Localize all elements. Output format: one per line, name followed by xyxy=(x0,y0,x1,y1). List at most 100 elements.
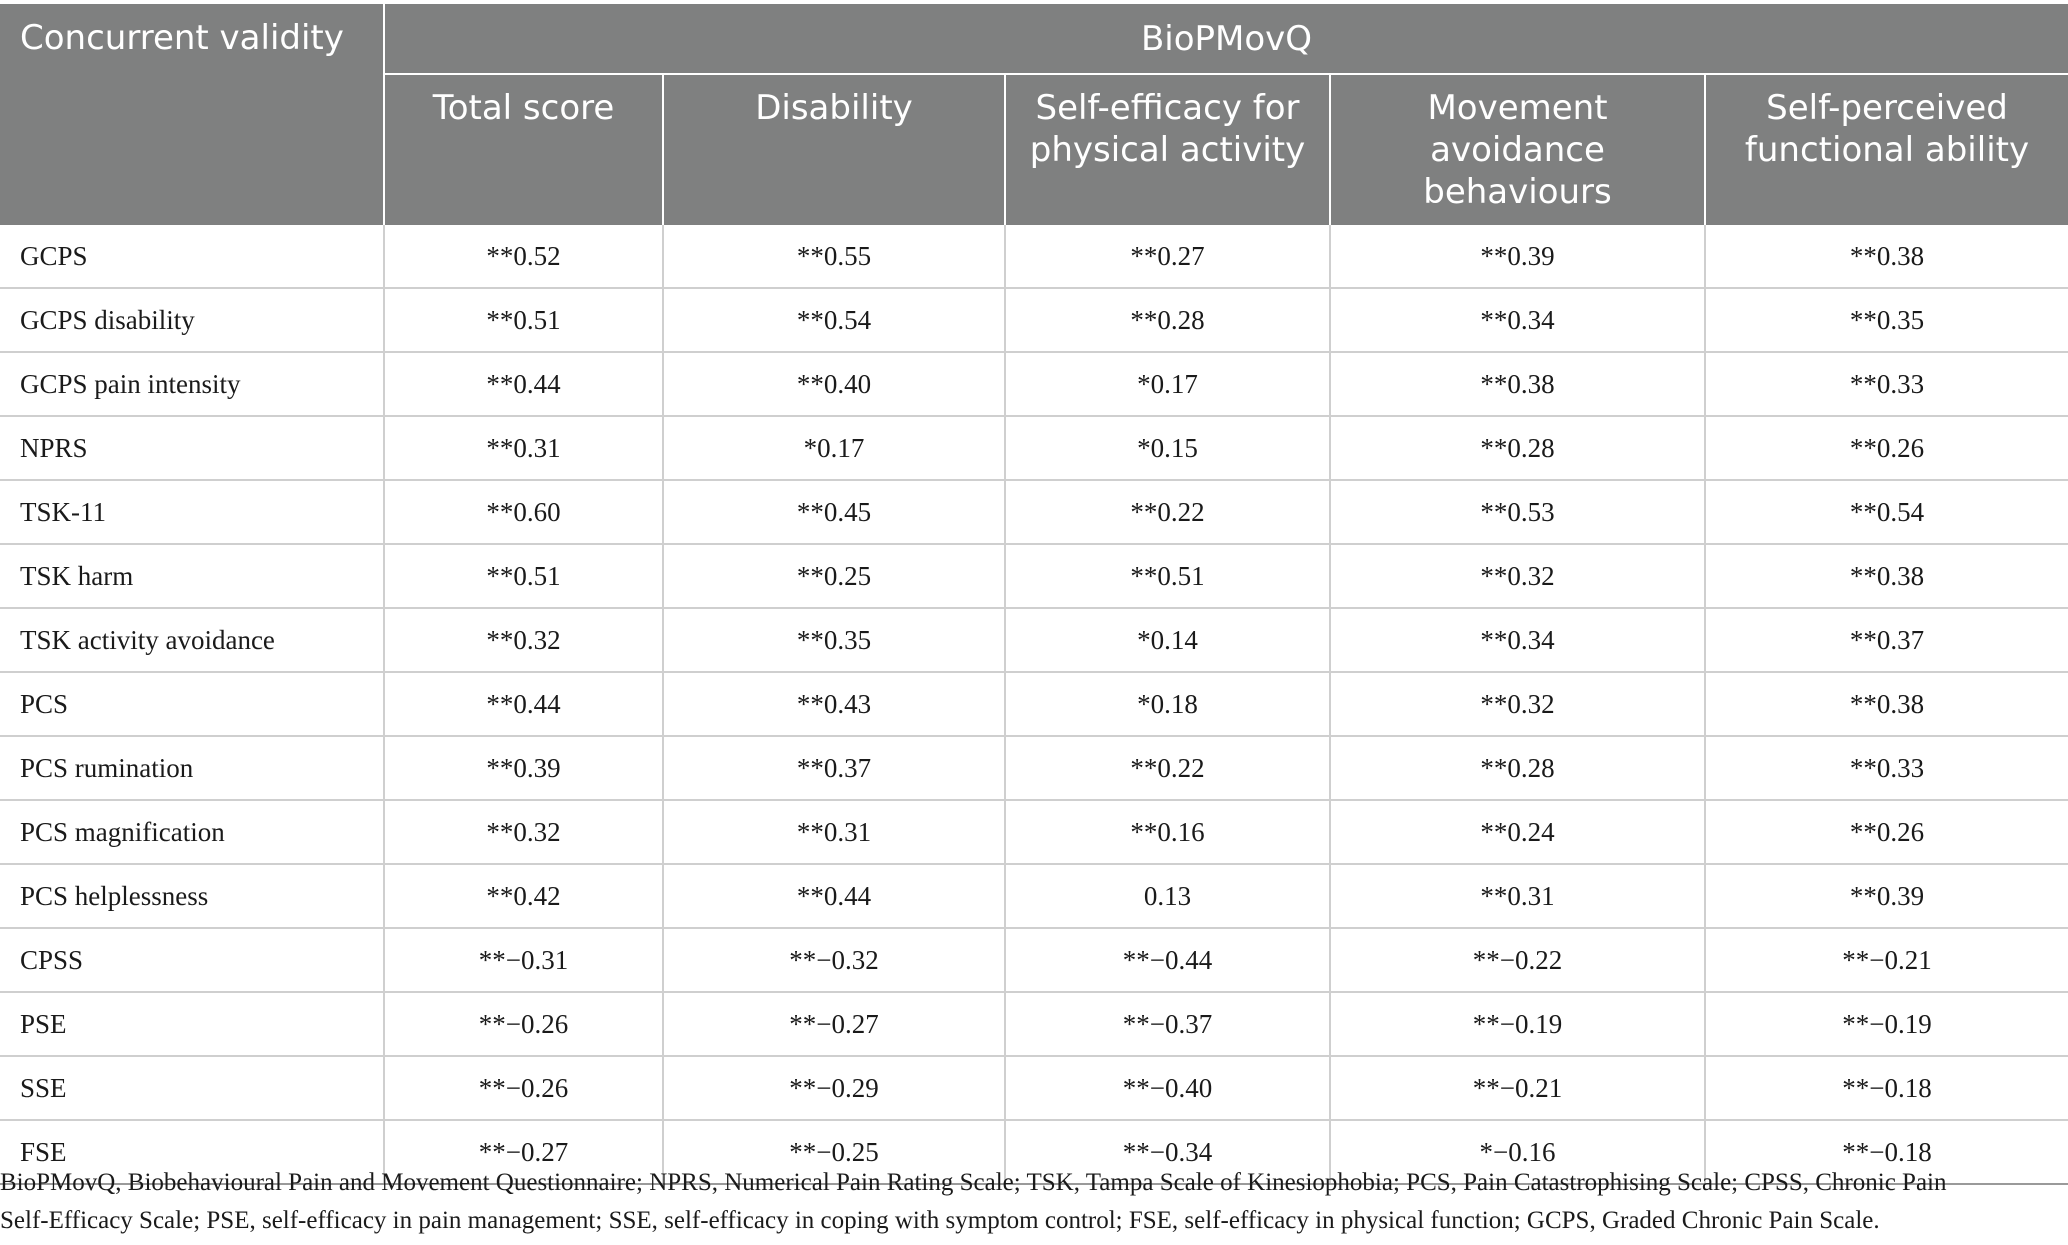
correlation-cell: *0.14 xyxy=(1005,608,1331,673)
correlation-cell: **0.43 xyxy=(663,672,1006,737)
column-header: Movement avoidance behaviours xyxy=(1330,74,1706,225)
correlation-cell: **0.39 xyxy=(1705,864,2068,929)
correlation-cell: **0.40 xyxy=(663,352,1006,417)
correlation-cell: **0.34 xyxy=(1330,608,1706,673)
column-header: Total score xyxy=(384,74,664,225)
correlation-cell: **0.35 xyxy=(663,608,1006,673)
column-header-line: Self-perceived xyxy=(1766,88,2008,128)
table-row: PCS **0.44 **0.43 *0.18 **0.32 **0.38 xyxy=(0,672,2068,737)
row-label: SSE xyxy=(0,1056,385,1121)
table-row: GCPS pain intensity **0.44 **0.40 *0.17 **0.… xyxy=(0,352,2068,417)
footnote-line: BioPMovQ, Biobehavioural Pain and Moveme… xyxy=(0,1169,1947,1196)
correlation-cell: **0.45 xyxy=(663,480,1006,545)
correlation-cell: **−0.18 xyxy=(1705,1120,2068,1185)
correlation-cell: **0.37 xyxy=(663,736,1006,801)
table-row: PCS magnification **0.32 **0.31 **0.16 **0.2… xyxy=(0,800,2068,865)
column-header-line: Disability xyxy=(755,88,913,128)
correlation-cell: **0.32 xyxy=(1330,672,1706,737)
correlation-cell: **0.35 xyxy=(1705,288,2068,353)
column-header-line: avoidance xyxy=(1430,130,1605,170)
column-header: Self-efficacy for physical activity xyxy=(1005,74,1331,225)
correlation-cell: **0.28 xyxy=(1330,736,1706,801)
correlation-cell: **0.54 xyxy=(663,288,1006,353)
correlation-cell: *0.15 xyxy=(1005,416,1331,481)
correlation-cell: **0.31 xyxy=(663,800,1006,865)
correlation-cell: **0.51 xyxy=(384,544,664,609)
row-label: GCPS pain intensity xyxy=(0,352,385,417)
correlation-cell: **0.55 xyxy=(663,225,1006,289)
correlation-cell: *−0.16 xyxy=(1330,1120,1706,1185)
correlation-cell: **0.38 xyxy=(1705,225,2068,289)
row-label: PCS xyxy=(0,672,385,737)
row-label: GCPS disability xyxy=(0,288,385,353)
table-row: PCS rumination **0.39 **0.37 **0.22 **0.28 **… xyxy=(0,736,2068,801)
correlation-cell: **0.28 xyxy=(1005,288,1331,353)
correlation-cell: **0.26 xyxy=(1705,416,2068,481)
correlation-cell: **0.32 xyxy=(384,800,664,865)
correlation-cell: **−0.26 xyxy=(384,1056,664,1121)
correlation-cell: **0.25 xyxy=(663,544,1006,609)
correlation-cell: **0.52 xyxy=(384,225,664,289)
correlation-cell: **0.38 xyxy=(1705,544,2068,609)
correlation-cell: **−0.19 xyxy=(1705,992,2068,1057)
table-row: FSE **−0.27 **−0.25 **−0.34 *−0.16 **−0.18 xyxy=(0,1120,2068,1185)
correlation-cell: **−0.29 xyxy=(663,1056,1006,1121)
correlation-cell: **−0.44 xyxy=(1005,928,1331,993)
correlation-cell: **0.32 xyxy=(1330,544,1706,609)
correlation-cell: **−0.34 xyxy=(1005,1120,1331,1185)
correlation-cell: **−0.22 xyxy=(1330,928,1706,993)
table-body: GCPS **0.52 **0.55 **0.27 **0.39 **0.38 GCPS d… xyxy=(0,225,2068,1185)
correlation-cell: **0.53 xyxy=(1330,480,1706,545)
correlation-cell: **0.24 xyxy=(1330,800,1706,865)
correlation-cell: **0.34 xyxy=(1330,288,1706,353)
correlation-cell: **0.44 xyxy=(384,352,664,417)
correlation-cell: **−0.31 xyxy=(384,928,664,993)
correlation-cell: **−0.26 xyxy=(384,992,664,1057)
correlation-cell: **−0.21 xyxy=(1330,1056,1706,1121)
correlation-cell: **0.32 xyxy=(384,608,664,673)
column-header-line: behaviours xyxy=(1423,172,1612,212)
correlation-cell: **−0.25 xyxy=(663,1120,1006,1185)
correlation-cell: **−0.19 xyxy=(1330,992,1706,1057)
correlation-cell: **0.44 xyxy=(663,864,1006,929)
correlation-cell: **0.16 xyxy=(1005,800,1331,865)
corner-header: Concurrent validity xyxy=(0,4,385,225)
row-label: PSE xyxy=(0,992,385,1057)
table-row: SSE **−0.26 **−0.29 **−0.40 **−0.21 **−0.18 xyxy=(0,1056,2068,1121)
table-row: NPRS **0.31 *0.17 *0.15 **0.28 **0.26 xyxy=(0,416,2068,481)
table-footnote: BioPMovQ, Biobehavioural Pain and Moveme… xyxy=(0,1164,2040,1240)
correlation-cell: **−0.37 xyxy=(1005,992,1331,1057)
table-row: GCPS disability **0.51 **0.54 **0.28 **0.34 *… xyxy=(0,288,2068,353)
column-header-line: physical activity xyxy=(1029,130,1306,170)
correlation-cell: **0.60 xyxy=(384,480,664,545)
correlation-cell: **0.37 xyxy=(1705,608,2068,673)
correlation-cell: **−0.32 xyxy=(663,928,1006,993)
column-header: Disability xyxy=(663,74,1006,225)
correlation-cell: **0.38 xyxy=(1705,672,2068,737)
column-header-line: Movement xyxy=(1427,88,1608,128)
correlation-cell: **0.44 xyxy=(384,672,664,737)
table-header: Concurrent validity BioPMovQ Total score… xyxy=(0,4,2068,225)
table-row: TSK activity avoidance **0.32 **0.35 *0.14 *… xyxy=(0,608,2068,673)
validity-table-container: Concurrent validity BioPMovQ Total score… xyxy=(0,4,2068,1185)
correlation-cell: **0.39 xyxy=(384,736,664,801)
correlation-cell: **−0.21 xyxy=(1705,928,2068,993)
correlation-cell: **0.26 xyxy=(1705,800,2068,865)
table-row: PSE **−0.26 **−0.27 **−0.37 **−0.19 **−0.19 xyxy=(0,992,2068,1057)
group-header: BioPMovQ xyxy=(384,4,2068,75)
table-row: TSK harm **0.51 **0.25 **0.51 **0.32 **0.38 xyxy=(0,544,2068,609)
correlation-cell: **0.22 xyxy=(1005,736,1331,801)
correlation-cell: **0.31 xyxy=(384,416,664,481)
row-label: PCS magnification xyxy=(0,800,385,865)
correlation-cell: **0.54 xyxy=(1705,480,2068,545)
correlation-cell: *0.17 xyxy=(1005,352,1331,417)
row-label: TSK activity avoidance xyxy=(0,608,385,673)
correlation-cell: **0.28 xyxy=(1330,416,1706,481)
correlation-cell: **0.27 xyxy=(1005,225,1331,289)
correlation-cell: **−0.27 xyxy=(384,1120,664,1185)
row-label: NPRS xyxy=(0,416,385,481)
table-row: CPSS **−0.31 **−0.32 **−0.44 **−0.22 **−0.21 xyxy=(0,928,2068,993)
table-row: TSK-11 **0.60 **0.45 **0.22 **0.53 **0.54 xyxy=(0,480,2068,545)
correlation-cell: **−0.18 xyxy=(1705,1056,2068,1121)
row-label: FSE xyxy=(0,1120,385,1185)
